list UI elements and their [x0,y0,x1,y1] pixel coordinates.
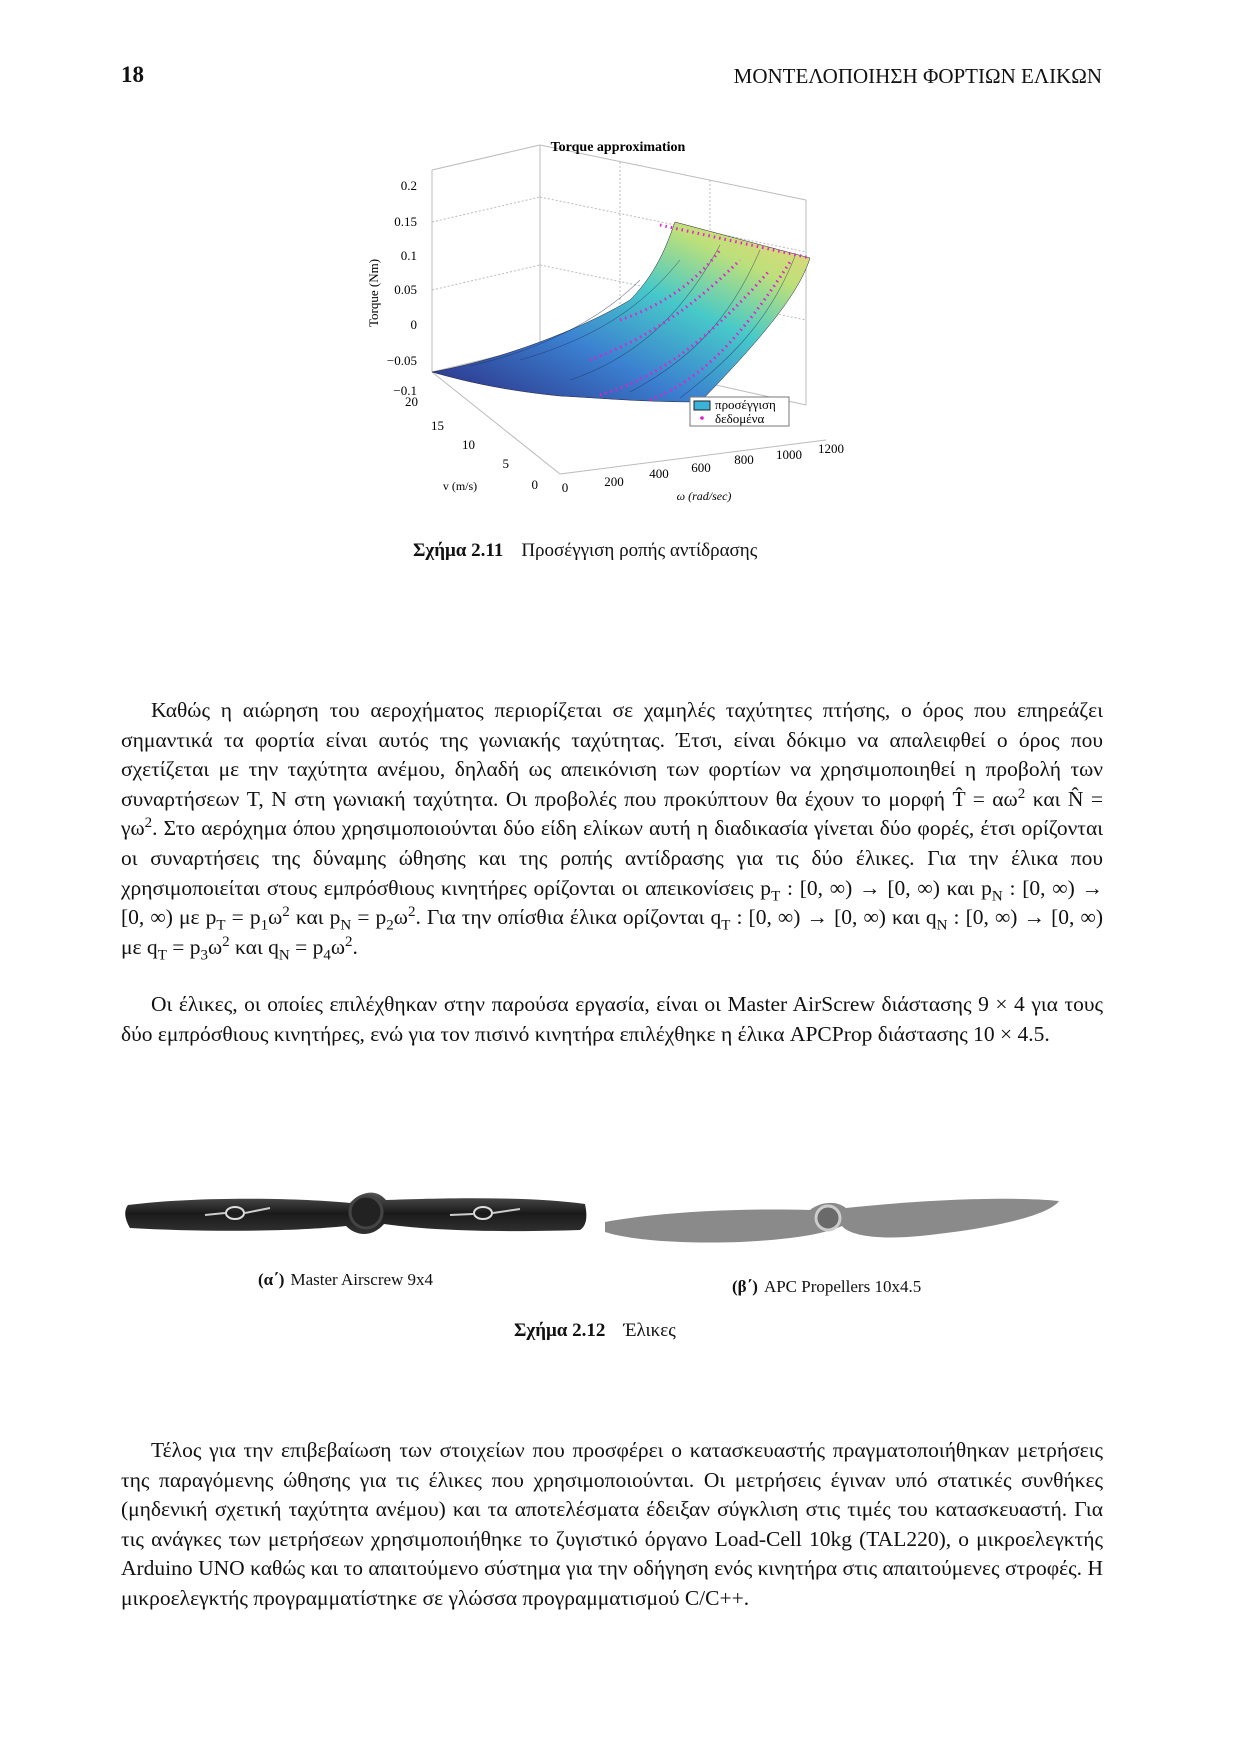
text-run: : [0, ∞) → [0, ∞) και q [730,905,937,930]
w-tick-label: 400 [649,466,669,481]
z-axis-label: Torque (Nm) [366,259,381,327]
superscript: 2 [1017,785,1026,802]
text-run: = p [289,934,324,959]
text-run: . Στο αερόχημα όπου χρησιμοποιούνται δύο… [121,816,1103,900]
superscript: 2 [407,904,416,920]
plot-title: Torque approximation [551,140,686,155]
subscript: N [278,947,290,964]
superscript: 2 [282,904,290,920]
surface [431,221,811,403]
subscript: 2 [386,917,394,934]
subfigure-text: Master Airscrew 9x4 [290,1270,434,1289]
caption-text: Προσέγγιση ροπής αντίδρασης [521,540,758,561]
z-tick-label: 0.2 [401,178,417,193]
data-points [589,223,811,402]
legend-swatch [693,400,711,411]
subscript: N [340,917,352,934]
text-run: ω [208,934,223,959]
paragraph: Οι έλικες, οι οποίες επιλέχθηκαν στην πα… [121,990,1103,1049]
propeller-a [125,1192,587,1234]
caption-label: Σχήμα 2.12 [514,1320,606,1341]
legend-entry: δεδομένα [715,411,765,426]
legend-entry: προσέγγιση [715,397,776,412]
text-run: ω [393,905,408,930]
text-run: = p [351,905,387,930]
w-tick-label: 200 [604,474,624,489]
subfigure-text: APC Propellers 10x4.5 [763,1277,922,1296]
subfigure-label: (α΄) [258,1270,285,1289]
z-tick-label: 0.05 [394,282,417,297]
caption-text: Έλικες [623,1320,676,1341]
w-tick-label: 0 [562,480,569,495]
figure-caption: Σχήμα 2.11 Προσέγγιση ροπής αντίδρασης [413,540,757,562]
text-run: = p [225,905,261,930]
text-run: Καθώς η αιώρηση του αεροχήματος περιορίζ… [121,698,1103,811]
superscript: 2 [222,933,230,950]
w-tick-label: 800 [734,452,754,467]
z-tick-label: −0.05 [387,353,417,368]
subscript: T [771,887,781,904]
propeller-b [605,1198,1059,1243]
superscript: 2 [144,815,153,832]
w-tick-label: 1000 [776,447,802,462]
paragraph: Καθώς η αιώρηση του αεροχήματος περιορίζ… [121,696,1103,962]
subfigure-caption: (α΄) Master Airscrew 9x4 [258,1270,433,1290]
text-run: ω [330,934,345,959]
z-tick-label: 0 [411,317,418,332]
text-run: και N̂ = γω [121,786,1103,841]
subfigure-label: (β΄) [732,1277,758,1296]
subscript: 4 [323,947,331,964]
subscript: T [157,947,167,964]
text-run: = p [166,934,201,959]
text-run: και p [289,905,341,930]
page-number: 18 [121,62,144,87]
caption-label: Σχήμα 2.11 [413,540,504,561]
z-tick-label: 0.15 [394,214,417,229]
subscript: N [991,887,1003,904]
v-axis-label: v (m/s) [443,479,477,493]
text-run: : [0, ∞) → [0, ∞) και p [780,875,992,900]
superscript: 2 [345,933,353,950]
v-tick-label: 5 [503,456,510,471]
v-tick-label: 0 [532,477,539,492]
text-run: . [352,934,358,959]
surface-mesh [469,244,796,399]
text-run: και q [229,934,279,959]
v-tick-label: 10 [462,437,475,452]
text-run: Τέλος για την επιβεβαίωση των στοιχείων … [121,1438,1103,1610]
text-run: ω [268,905,283,930]
text-run: Οι έλικες, οι οποίες επιλέχθηκαν στην πα… [121,992,1103,1046]
v-tick-label: 20 [405,394,418,409]
subscript: 3 [200,947,209,964]
w-tick-label: 1200 [818,441,844,456]
subscript: T [216,917,226,934]
subscript: 1 [260,917,269,934]
w-tick-label: 600 [691,460,711,475]
running-title: ΜΟΝΤΕΛΟΠΟΙΗΣΗ ΦΟΡΤΙΩΝ ΕΛΙΚΩΝ [733,64,1102,88]
v-tick-label: 15 [431,418,444,433]
subscript: N [936,917,948,934]
z-tick-label: 0.1 [401,248,417,263]
text-run: . Για την οπίσθια έλικα ορίζονται q [415,905,722,930]
text-run: : [0, ∞) → [0, ∞) με q [121,905,1103,959]
subfigure-caption: (β΄) APC Propellers 10x4.5 [732,1277,921,1297]
figure-caption: Σχήμα 2.12 Έλικες [514,1320,676,1342]
legend-marker [700,416,704,420]
text-run: : [0, ∞) → [0, ∞) με p [121,875,1104,930]
paragraph: Τέλος για την επιβεβαίωση των στοιχείων … [121,1436,1103,1614]
z-tick-label: −0.1 [393,383,417,398]
subscript: T [721,917,731,934]
w-axis-label: ω (rad/sec) [677,489,732,503]
